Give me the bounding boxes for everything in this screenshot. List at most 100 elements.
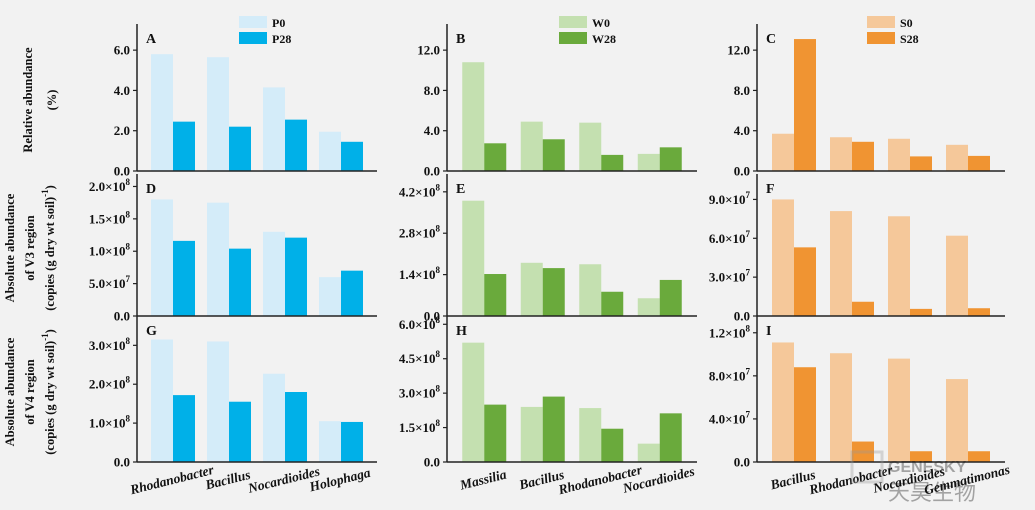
bar-I-S0-3 bbox=[946, 379, 968, 462]
bar-I-S28-1 bbox=[852, 441, 874, 462]
bar-D-P0-1 bbox=[207, 202, 229, 316]
bar-E-W28-2 bbox=[601, 291, 624, 316]
bar-G-P0-1 bbox=[207, 341, 229, 462]
bar-F-S28-2 bbox=[910, 308, 932, 316]
y-tick-label: 4.0×107 bbox=[709, 409, 751, 426]
bar-G-P28-2 bbox=[285, 392, 307, 462]
row-title-line: (copies (g dry wt soil)-1) bbox=[40, 329, 57, 455]
bar-E-W0-3 bbox=[637, 298, 660, 316]
legend-swatch-W0 bbox=[559, 16, 587, 28]
bar-I-S0-2 bbox=[888, 358, 910, 462]
y-tick-label: 3.0×108 bbox=[399, 384, 441, 401]
y-tick-label: 0.0 bbox=[424, 455, 440, 470]
y-tick-label: 0.0 bbox=[734, 164, 750, 179]
legend-label-W28: W28 bbox=[592, 32, 616, 46]
panel-letter: I bbox=[766, 324, 771, 339]
bar-A-P28-2 bbox=[285, 119, 307, 171]
bar-A-P0-1 bbox=[207, 57, 229, 171]
bar-C-S0-1 bbox=[830, 137, 852, 171]
legend-label-S0: S0 bbox=[900, 16, 913, 30]
y-tick-label: 1.5×108 bbox=[89, 209, 131, 226]
bar-D-P28-2 bbox=[285, 237, 307, 316]
row-title-line: (%) bbox=[45, 90, 59, 111]
panel-letter: G bbox=[146, 324, 157, 339]
bar-G-P0-2 bbox=[263, 373, 285, 462]
legend-label-W0: W0 bbox=[592, 16, 610, 30]
y-tick-label: 4.0 bbox=[424, 123, 440, 138]
y-tick-label: 8.0 bbox=[424, 83, 440, 98]
bar-I-S28-0 bbox=[794, 367, 816, 462]
y-tick-label: 1.0×108 bbox=[89, 242, 131, 259]
bar-D-P0-3 bbox=[319, 277, 341, 316]
y-tick-label: 3.0×107 bbox=[709, 268, 751, 285]
y-tick-label: 9.0×107 bbox=[709, 190, 751, 207]
bar-B-W28-0 bbox=[484, 143, 507, 171]
bar-F-S28-3 bbox=[968, 308, 990, 316]
y-tick-label: 4.0 bbox=[734, 123, 750, 138]
y-tick-label: 8.0 bbox=[734, 83, 750, 98]
bar-F-S0-3 bbox=[946, 235, 968, 316]
panel-C: 0.0 4.0 8.0 12.0 C S0 S28 bbox=[727, 16, 1005, 179]
bar-H-W0-3 bbox=[637, 443, 660, 462]
bar-H-W28-1 bbox=[542, 396, 565, 462]
legend-swatch-P0 bbox=[239, 16, 267, 28]
y-tick-label: 0.0 bbox=[424, 309, 440, 324]
legend-swatch-S28 bbox=[867, 32, 895, 44]
y-tick-label: 12.0 bbox=[727, 43, 750, 58]
bar-B-W28-2 bbox=[601, 154, 624, 171]
panel-letter: H bbox=[456, 324, 467, 339]
panel-letter: A bbox=[146, 32, 157, 47]
bar-H-W0-1 bbox=[520, 406, 543, 462]
y-tick-label: 6.0 bbox=[114, 43, 130, 58]
category-label: Rhodanobacter bbox=[128, 462, 216, 498]
row-title-line: of V3 region bbox=[23, 215, 37, 281]
y-tick-label: 0.0 bbox=[114, 455, 130, 470]
row-title-line: of V4 region bbox=[23, 359, 37, 425]
legend-swatch-S0 bbox=[867, 16, 895, 28]
bar-H-W28-3 bbox=[659, 413, 682, 462]
y-tick-label: 4.0 bbox=[114, 83, 130, 98]
bar-H-W28-0 bbox=[484, 404, 507, 462]
panel-letter: F bbox=[766, 182, 775, 197]
bar-A-P0-2 bbox=[263, 87, 285, 171]
bar-E-W28-1 bbox=[542, 268, 565, 316]
bar-D-P28-3 bbox=[341, 270, 363, 316]
bar-C-S0-3 bbox=[946, 144, 968, 171]
bar-D-P28-1 bbox=[229, 248, 251, 316]
bar-E-W28-0 bbox=[484, 274, 507, 316]
bar-D-P0-2 bbox=[263, 231, 285, 316]
panel-letter: B bbox=[456, 32, 465, 47]
bar-I-S28-2 bbox=[910, 451, 932, 462]
panel-H: Massilia BacillusRhodanobacterNocardioide… bbox=[399, 315, 697, 497]
legend-swatch-P28 bbox=[239, 32, 267, 44]
bar-E-W0-2 bbox=[579, 264, 602, 316]
bar-E-W0-0 bbox=[462, 200, 485, 316]
row-title-line: Absolute abundance bbox=[3, 337, 17, 446]
watermark-logo: GENESKY 天昊生物 bbox=[850, 450, 976, 506]
bar-F-S0-0 bbox=[772, 199, 794, 316]
y-tick-label: 4.5×108 bbox=[399, 349, 441, 366]
bar-A-P28-0 bbox=[173, 121, 195, 171]
bar-G-P28-0 bbox=[173, 395, 195, 462]
bar-D-P28-0 bbox=[173, 240, 195, 316]
bar-I-S28-3 bbox=[968, 451, 990, 462]
bar-I-S0-0 bbox=[772, 342, 794, 462]
panel-F: 0.0 3.0×107 6.0×107 9.0×107 F bbox=[709, 174, 1005, 324]
bar-A-P28-1 bbox=[229, 126, 251, 171]
row-title-line: (copies (g dry wt soil)-1) bbox=[40, 185, 57, 311]
svg-text:GENESKY: GENESKY bbox=[888, 459, 967, 476]
y-tick-label: 12.0 bbox=[417, 43, 440, 58]
bar-E-W0-1 bbox=[520, 262, 543, 316]
panel-B: 0.0 4.0 8.0 12.0 B W0 W28 bbox=[417, 16, 697, 179]
y-tick-label: 5.0×107 bbox=[89, 274, 131, 291]
y-tick-label: 1.0×108 bbox=[89, 414, 131, 431]
bar-I-S0-1 bbox=[830, 353, 852, 462]
y-tick-label: 2.0×108 bbox=[89, 177, 131, 194]
y-tick-label: 0.0 bbox=[114, 164, 130, 179]
y-tick-label: 4.2×108 bbox=[399, 182, 441, 199]
bar-G-P0-3 bbox=[319, 421, 341, 462]
y-tick-label: 8.0×107 bbox=[709, 366, 751, 383]
panel-I: BacillusRhodanobacterNocardioidesGemmati… bbox=[709, 316, 1011, 498]
row-titles: Relative abundance (%) Absolute abundance o… bbox=[3, 47, 59, 455]
